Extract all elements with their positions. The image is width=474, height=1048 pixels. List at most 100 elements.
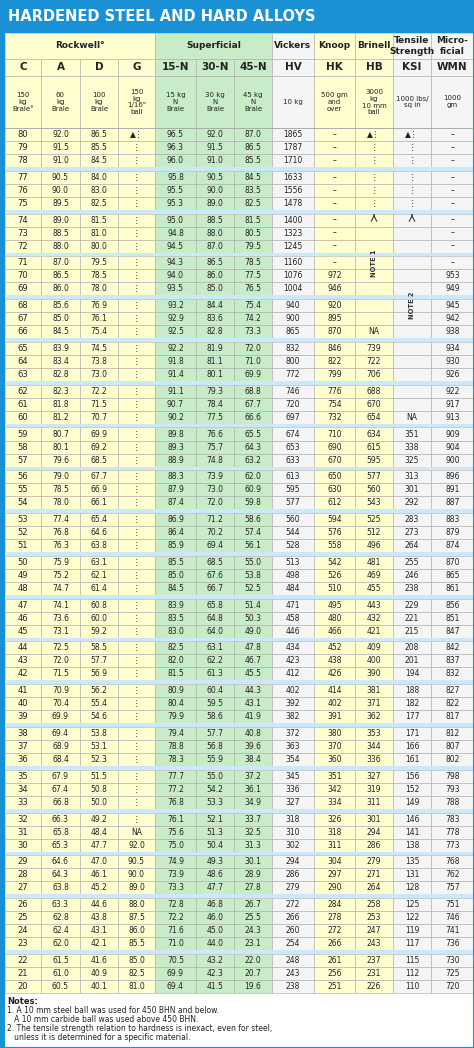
Bar <box>393 569 431 582</box>
Text: 52.5: 52.5 <box>245 584 262 593</box>
Bar <box>355 598 393 612</box>
Text: 71.0: 71.0 <box>245 357 262 366</box>
Bar <box>355 471 393 483</box>
Bar <box>234 881 272 894</box>
Text: 94.0: 94.0 <box>167 271 184 281</box>
Bar <box>155 898 196 911</box>
Bar <box>393 826 431 838</box>
Bar <box>196 766 234 770</box>
Text: 150
kg
Brale°: 150 kg Brale° <box>12 92 34 112</box>
Bar <box>155 555 196 569</box>
Text: ⋮: ⋮ <box>133 430 140 438</box>
Text: 313: 313 <box>405 473 419 481</box>
Bar <box>431 183 474 197</box>
Bar <box>41 77 80 128</box>
Bar <box>355 339 393 342</box>
Bar <box>314 598 355 612</box>
Bar <box>196 454 234 466</box>
Text: 342: 342 <box>327 785 342 793</box>
Bar <box>155 514 196 526</box>
Bar <box>118 911 155 924</box>
Bar <box>393 869 431 881</box>
Text: 81.8: 81.8 <box>52 399 69 409</box>
Text: ⋮: ⋮ <box>133 614 140 623</box>
Bar <box>272 680 314 684</box>
Text: 243: 243 <box>367 939 381 948</box>
Text: 64: 64 <box>18 357 28 366</box>
Bar <box>314 296 355 299</box>
Bar <box>5 954 41 967</box>
Bar <box>314 368 355 381</box>
Text: ⋮: ⋮ <box>133 485 140 495</box>
Bar <box>118 898 155 911</box>
Bar <box>155 32 272 59</box>
Text: 95.5: 95.5 <box>167 185 184 195</box>
Bar <box>272 240 314 253</box>
Text: 83.4: 83.4 <box>52 357 69 366</box>
Bar <box>431 59 474 77</box>
Bar <box>155 526 196 539</box>
Bar <box>234 754 272 766</box>
Text: 78.8: 78.8 <box>167 742 184 751</box>
Bar <box>5 214 41 226</box>
Bar <box>272 214 314 226</box>
Text: 42.3: 42.3 <box>207 969 223 978</box>
Text: 362: 362 <box>367 713 381 721</box>
Text: 83.9: 83.9 <box>52 344 69 353</box>
Text: 96.3: 96.3 <box>167 143 184 152</box>
Text: A: A <box>56 63 64 72</box>
Bar <box>80 795 118 809</box>
Bar <box>41 128 80 141</box>
Text: 318: 318 <box>286 814 300 824</box>
Text: ⋮: ⋮ <box>133 771 140 781</box>
Bar <box>118 637 155 641</box>
Bar <box>196 514 234 526</box>
Bar <box>272 937 314 951</box>
Text: 24: 24 <box>18 926 28 935</box>
Bar <box>393 937 431 951</box>
Text: NA: NA <box>131 828 142 836</box>
Text: 38.4: 38.4 <box>245 755 262 764</box>
Text: –: – <box>333 228 337 238</box>
Bar <box>431 838 474 852</box>
Text: 81.2: 81.2 <box>52 413 69 421</box>
Bar <box>196 727 234 740</box>
Bar <box>41 898 80 911</box>
Text: ▲⋮: ▲⋮ <box>405 130 419 139</box>
Text: ⋮: ⋮ <box>133 173 140 181</box>
Bar <box>393 171 431 183</box>
Bar <box>5 299 41 312</box>
Bar <box>314 423 355 428</box>
Text: –: – <box>333 156 337 165</box>
Text: 80.7: 80.7 <box>52 430 69 438</box>
Bar <box>272 582 314 595</box>
Bar <box>314 838 355 852</box>
Bar <box>393 253 431 257</box>
Text: 75.0: 75.0 <box>167 840 184 850</box>
Bar <box>393 911 431 924</box>
Text: 58: 58 <box>18 442 28 452</box>
Bar <box>272 539 314 552</box>
Text: –: – <box>451 173 455 181</box>
Text: 1865: 1865 <box>283 130 302 139</box>
Text: 800: 800 <box>286 357 300 366</box>
Bar <box>272 555 314 569</box>
Bar <box>314 783 355 795</box>
Text: 73.6: 73.6 <box>52 614 69 623</box>
Text: 78.0: 78.0 <box>52 499 69 507</box>
Bar <box>314 795 355 809</box>
Text: 847: 847 <box>445 627 460 636</box>
Bar <box>80 680 118 684</box>
Bar <box>314 253 355 257</box>
Text: 938: 938 <box>445 327 460 336</box>
Bar <box>431 296 474 299</box>
Text: 1000 lbs/
sq in: 1000 lbs/ sq in <box>396 95 428 109</box>
Text: ⋮: ⋮ <box>133 528 140 537</box>
Text: 44: 44 <box>18 643 28 653</box>
Text: 115: 115 <box>405 956 419 965</box>
Text: 837: 837 <box>445 656 460 665</box>
Bar <box>314 269 355 282</box>
Text: 77.5: 77.5 <box>207 413 224 421</box>
Bar <box>118 197 155 210</box>
Bar <box>431 269 474 282</box>
